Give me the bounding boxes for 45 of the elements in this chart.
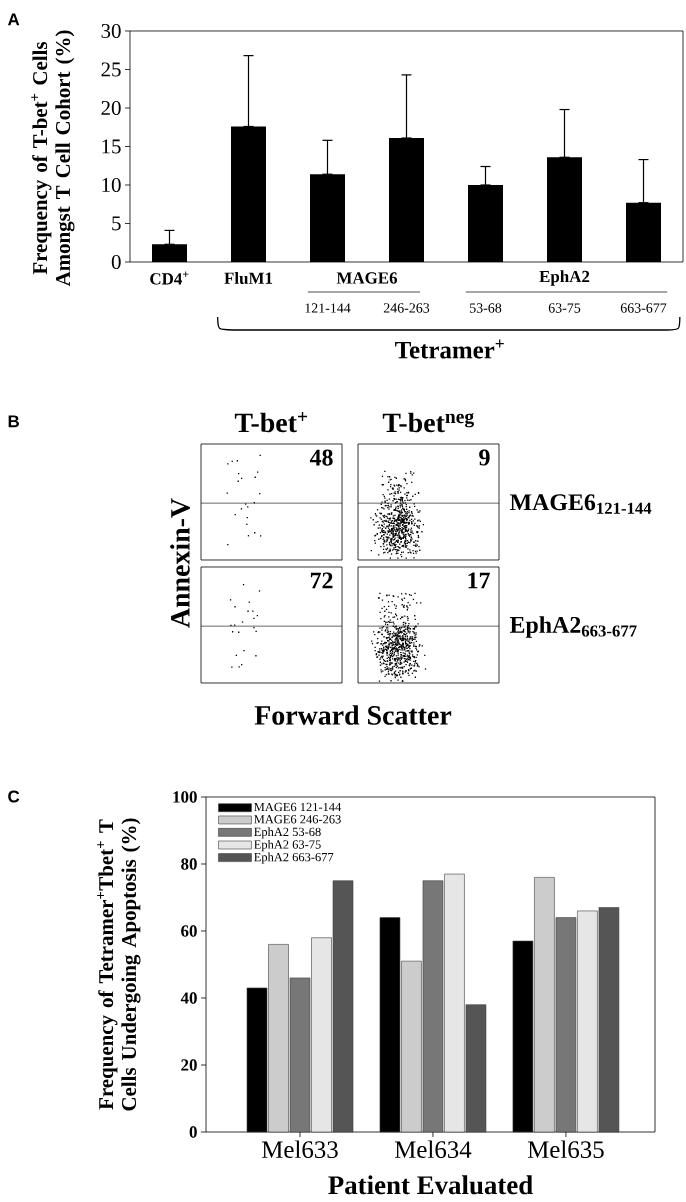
x-tick-label: 63-75 (548, 303, 581, 313)
category-label: T-bet$^{neg}$ (382, 412, 474, 433)
text: Annexin-V (170, 498, 190, 628)
y-tick-label: 0 (189, 1126, 197, 1138)
text: A (7, 13, 20, 26)
text: Forward Scatter (254, 705, 452, 725)
legend-label: EphA2 53-68 (254, 827, 321, 839)
text: B (8, 415, 19, 428)
legend-label: EphA2 663-677 (254, 852, 334, 864)
y-tick-label: 10 (102, 177, 121, 193)
text: 48 (309, 449, 333, 466)
legend-label: MAGE6 121-144 (254, 802, 342, 812)
x-tick-label: 121-144 (305, 303, 351, 313)
x-tick-label: Mel633 (261, 1140, 338, 1159)
x-tick-label: 53-68 (470, 303, 502, 313)
x-tick-label: 246-263 (383, 303, 430, 313)
y-tick-label: 0 (111, 254, 121, 270)
text: MAGE6 (336, 272, 398, 284)
text: 17 (468, 572, 490, 589)
text: 72 (310, 572, 333, 589)
x-tick-label: FluM1 (224, 272, 273, 284)
legend-label: MAGE6 246-263 (254, 815, 341, 824)
text: MAGE6$_{121-144}$ (509, 494, 652, 514)
x-tick-label: Mel634 (394, 1140, 472, 1159)
text: EphA2 (539, 270, 590, 286)
text: EphA2$_{663-677}$ (509, 616, 637, 638)
y-tick-label: 80 (181, 858, 197, 870)
y-tick-label: 25 (101, 62, 121, 77)
x-tick-label: 663-677 (620, 303, 667, 313)
y-tick-label: 20 (101, 100, 121, 116)
y-tick-label: 5 (112, 216, 121, 231)
y-tick-label: 30 (101, 23, 121, 39)
text: C (8, 790, 20, 803)
y-tick-label: 15 (102, 139, 121, 154)
x-tick-label: CD4$^{+}$ (150, 271, 189, 285)
legend-label: EphA2 63-75 (254, 839, 321, 852)
x-axis-title: Patient Evaluated (328, 1175, 533, 1195)
text: Tetramer$^{+}$ (395, 339, 504, 359)
y-tick-label: 40 (180, 992, 197, 1004)
text: 9 (479, 449, 490, 466)
category-label: T-bet$^{+}$ (234, 411, 308, 433)
y-tick-label: 20 (181, 1059, 197, 1071)
x-tick-label: Mel635 (527, 1140, 604, 1159)
y-tick-label: 100 (173, 791, 197, 803)
y-tick-label: 60 (181, 925, 197, 937)
